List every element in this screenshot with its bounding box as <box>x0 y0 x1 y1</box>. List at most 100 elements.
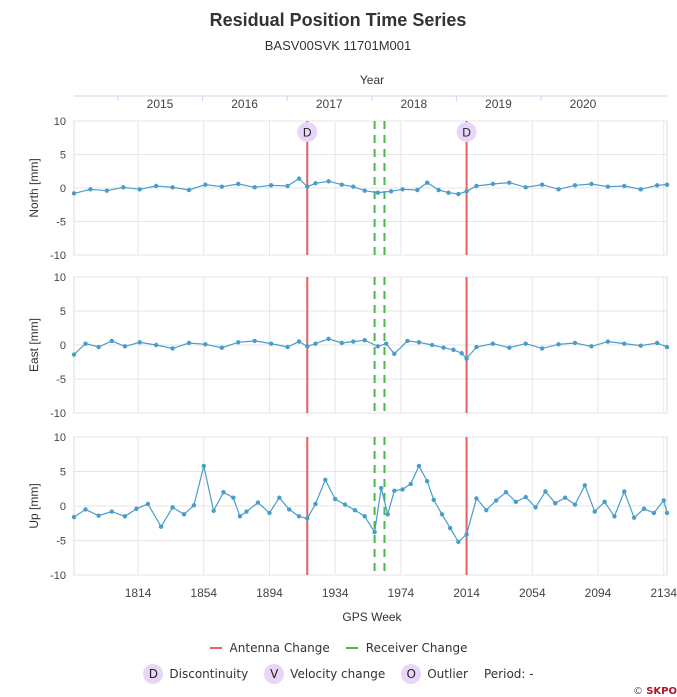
y-tick-label: 5 <box>60 467 66 479</box>
legend-antenna-change[interactable]: Antenna Change <box>209 641 330 655</box>
data-point <box>464 189 469 194</box>
chart-title: Residual Position Time Series <box>210 10 467 30</box>
data-point <box>236 181 241 187</box>
legend-discontinuity[interactable]: D Discontinuity <box>143 664 248 684</box>
data-point <box>474 344 479 350</box>
data-point <box>170 346 175 351</box>
data-point <box>439 512 445 517</box>
data-point <box>638 343 643 348</box>
top-axis-tick-label: 2015 <box>147 97 174 111</box>
data-point <box>523 185 528 190</box>
legend-receiver-change[interactable]: Receiver Change <box>345 641 468 655</box>
data-point <box>622 489 627 494</box>
data-point <box>268 341 274 346</box>
data-point <box>362 188 367 193</box>
data-point <box>424 478 430 484</box>
data-point <box>431 497 436 502</box>
receiver-swatch <box>345 647 358 649</box>
data-point <box>71 514 77 520</box>
data-point <box>408 481 413 487</box>
data-point <box>201 463 206 469</box>
data-point <box>104 188 110 193</box>
data-point <box>296 339 302 344</box>
data-point <box>71 352 77 357</box>
series-line-up <box>73 464 668 543</box>
data-point <box>237 514 243 519</box>
data-point <box>474 183 479 189</box>
data-point <box>400 487 405 492</box>
data-point <box>122 514 128 519</box>
x-tick-label: 1814 <box>125 586 152 600</box>
data-point <box>415 187 420 193</box>
data-point <box>313 341 318 346</box>
x-tick-label: 1934 <box>322 586 349 600</box>
data-point <box>352 507 358 513</box>
chart-subtitle: BASV00SVK 11701M001 <box>265 38 411 53</box>
data-point <box>362 338 367 343</box>
y-axis-label-up: Up [mm] <box>27 483 41 528</box>
data-point <box>622 341 627 346</box>
legend-outlier[interactable]: O Outlier <box>401 664 468 684</box>
y-axis-label-east: East [mm] <box>27 318 41 372</box>
data-point <box>572 183 578 188</box>
series-line-east <box>73 338 668 360</box>
data-point <box>122 344 128 349</box>
data-point <box>372 530 377 535</box>
data-point <box>523 341 528 346</box>
data-point <box>305 516 310 521</box>
data-point <box>533 505 538 510</box>
data-point <box>332 496 338 502</box>
y-tick-label: 5 <box>60 306 66 318</box>
discontinuity-marker <box>297 122 318 142</box>
data-point <box>181 512 187 517</box>
data-point <box>416 463 422 469</box>
data-point <box>400 187 405 192</box>
data-point <box>285 183 290 189</box>
data-point <box>459 350 464 356</box>
data-point <box>326 179 331 184</box>
data-point <box>464 532 469 537</box>
data-point <box>507 180 512 185</box>
data-point <box>651 510 657 516</box>
data-point <box>572 340 578 346</box>
data-point <box>556 187 561 192</box>
data-point <box>392 488 397 494</box>
data-point <box>109 338 114 344</box>
data-point <box>484 507 489 513</box>
data-point <box>219 184 225 189</box>
data-point <box>388 189 394 194</box>
y-tick-label: 0 <box>60 501 66 513</box>
data-point <box>582 483 588 488</box>
data-point <box>252 338 257 344</box>
data-point <box>221 490 226 495</box>
top-axis-tick-label: 2016 <box>231 97 258 111</box>
data-point <box>170 185 175 190</box>
data-point <box>255 500 261 505</box>
antenna-swatch <box>209 647 222 649</box>
top-axis-tick-label: 2017 <box>316 97 343 111</box>
data-point <box>490 181 496 187</box>
data-point <box>513 499 519 505</box>
y-tick-label: 10 <box>54 432 66 444</box>
legend-velocity-change[interactable]: V Velocity change <box>264 664 385 684</box>
data-point <box>612 514 617 519</box>
data-point <box>296 514 302 519</box>
x-tick-label: 1974 <box>388 586 415 600</box>
data-point <box>654 183 660 188</box>
data-point <box>211 508 216 514</box>
data-point <box>605 339 611 344</box>
legend-badges: D Discontinuity V Velocity change O Outl… <box>0 664 677 684</box>
copyright: © SKPO <box>633 686 677 697</box>
y-tick-label: -10 <box>50 408 66 420</box>
data-point <box>539 182 545 187</box>
residual-chart: Residual Position Time Series BASV00SVK 1… <box>27 10 677 624</box>
x-tick-label: 1854 <box>190 586 217 600</box>
data-point <box>539 346 545 351</box>
y-tick-label: -5 <box>56 536 66 548</box>
data-point <box>664 182 670 187</box>
data-point <box>556 342 561 347</box>
y-tick-label: 10 <box>54 116 66 128</box>
data-point <box>170 505 175 510</box>
legend-receiver-label: Receiver Change <box>365 641 468 655</box>
data-point <box>231 495 236 500</box>
